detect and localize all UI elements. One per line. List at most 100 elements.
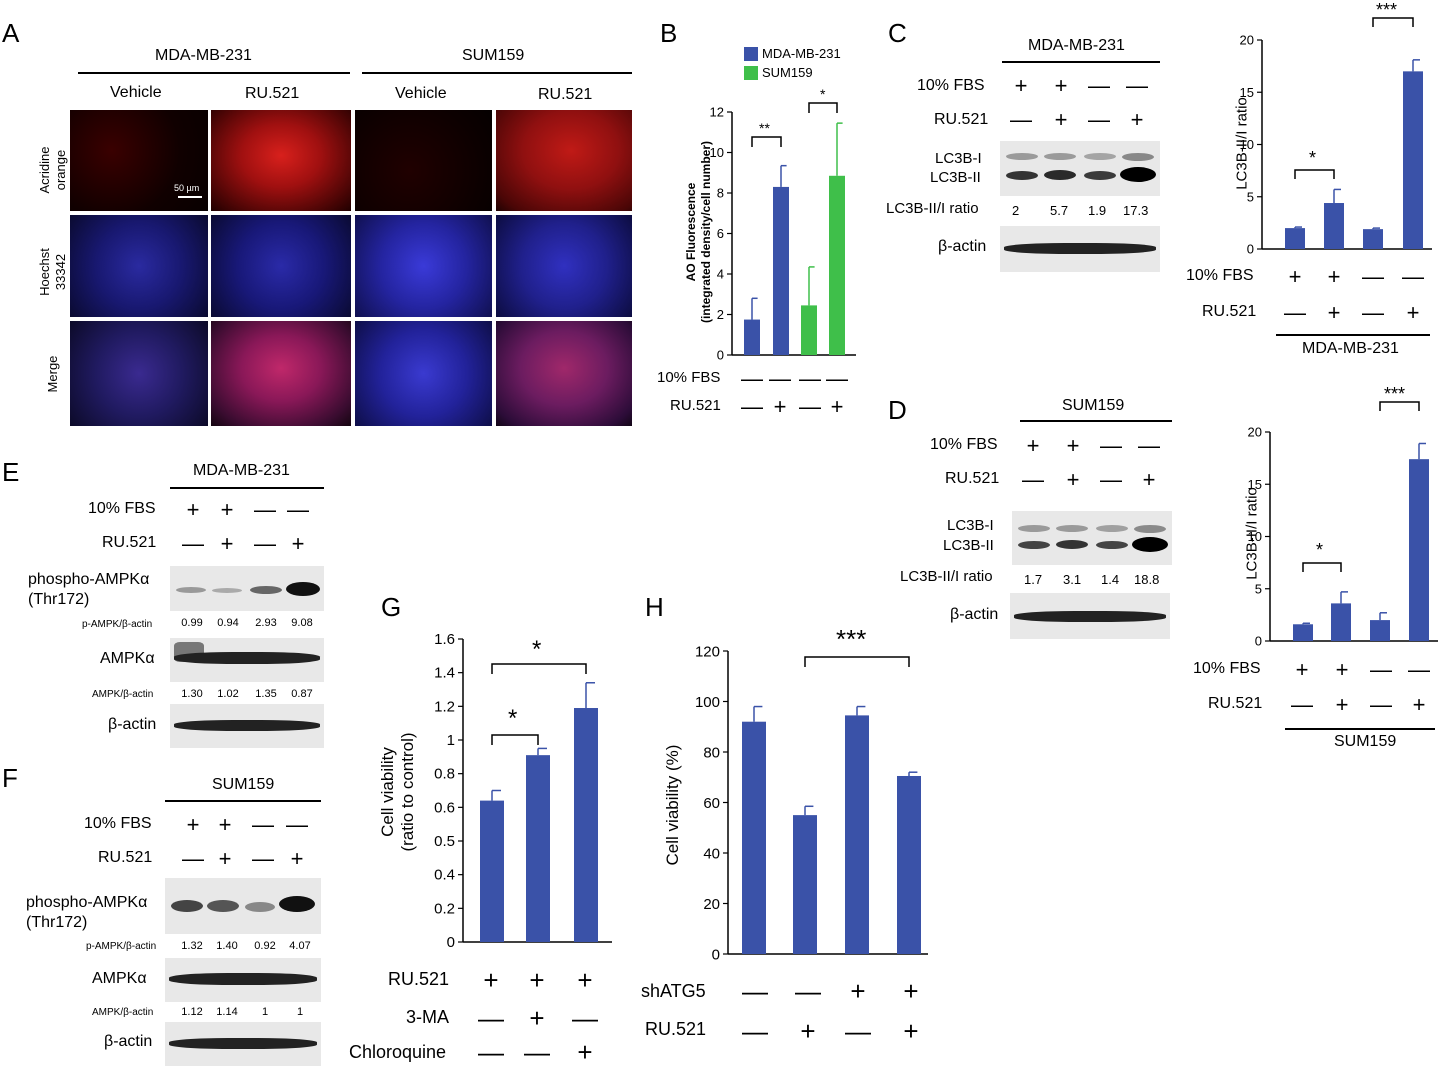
panel-e-fbs-2: + [220,497,234,522]
panel-c-ratio-2: 5.7 [1050,203,1069,218]
panel-d-fbs-2: + [1066,433,1080,458]
chart-g-bracket-1 [491,734,539,745]
panel-a-row-label-1-a: Acridine [37,146,52,194]
panel-f-plabel-1: phospho-AMPKα [26,894,148,911]
chart-b-ytick-label-3: 6 [717,226,724,241]
micrograph-merge-mda-ru521 [211,321,351,426]
micrograph-hoechst-sum-vehicle [355,215,492,317]
panel-b-ru-1: — [741,394,763,419]
micrograph-ao-mda-ru521 [211,110,351,211]
panel-c-ru-4: + [1130,107,1144,132]
chart-c-fbs-4: — [1402,264,1424,289]
chart-d-sig-2: *** [1384,384,1406,404]
chart-g-ytick-label-8: 1.4 [434,665,455,682]
chart-d-row-fbs: 10% FBS [1193,660,1261,677]
chart-g-bar-1 [526,755,550,942]
panel-a-row-label-2-a: Hoechst [37,248,52,296]
panel-b-ru-4: + [830,394,844,419]
panel-c-row-ru: RU.521 [934,111,989,128]
panel-h-ru-3: — [845,1016,871,1046]
chart-b-ytick-label-0: 0 [717,348,724,363]
chart-d-fbs-2: + [1335,657,1349,682]
chart-g-ytick-label-4: 0.6 [434,799,455,816]
panel-d-band-2: LC3B-II [943,537,994,554]
panel-f-title: SUM159 [212,776,275,793]
panel-a-cellline-2: SUM159 [462,47,525,64]
chart-c-bar-3 [1403,71,1423,249]
chart-h-ytick-label-0: 0 [712,946,720,963]
panel-e-row-fbs: 10% FBS [88,500,156,517]
chart-c-bar-1 [1324,203,1344,249]
chart-d-ru-2: + [1335,692,1349,717]
panel-e-fbs-4: — [287,497,309,522]
panel-d-fbs-4: — [1138,433,1160,458]
blot-d-actin [1010,593,1170,639]
panel-a-letter: A [2,18,20,48]
panel-d-ratio-3: 1.4 [1101,572,1120,587]
chart-d-fbs-1: + [1295,657,1309,682]
panel-f-ampkratio-label: AMPK/β-actin [92,1007,154,1018]
panel-d-letter: D [888,395,907,425]
chart-h-ytick-label-5: 100 [695,694,720,711]
legend-label-sum: SUM159 [762,65,813,80]
chart-b-ylabel-1: AO Fluorescence [684,182,698,282]
panel-c-ratio-4: 17.3 [1123,203,1149,218]
panel-g-ru-3: + [577,965,593,995]
blot-c-lc3b [1000,141,1160,196]
panel-b-fbs-2: — [769,366,791,391]
panel-d-row-fbs: 10% FBS [930,436,998,453]
micrograph-ao-mda-vehicle [70,110,208,211]
panel-e-actin-label: β-actin [108,716,157,733]
panel-e-ampkratio-2: 1.02 [217,688,239,700]
panel-c-letter: C [888,18,907,48]
panel-a-cond-3: Vehicle [395,85,447,102]
panel-e-pratio-4: 9.08 [291,617,313,629]
chart-g-bar-0 [480,800,504,942]
blot-e-ampk [170,638,324,682]
chart-d-ytick-label-0: 0 [1255,634,1262,649]
chart-c-row-fbs: 10% FBS [1186,267,1254,284]
panel-e-pratio-label: p-AMPK/β-actin [82,619,153,630]
panel-e-letter: E [2,457,20,487]
chart-c-fbs-1: + [1288,264,1302,289]
panel-e-ampk-label: AMPKα [100,650,155,667]
panel-g-ma-3: — [572,1003,598,1033]
panel-c-fbs-3: — [1088,73,1110,98]
panel-a-cellline-1: MDA-MB-231 [155,47,252,64]
panel-f-ampk-label: AMPKα [92,970,147,987]
chart-c-row-ru: RU.521 [1202,303,1257,320]
chart-b-ylabel-2: (integrated density/cell number) [699,140,713,324]
panel-h-letter: H [645,592,664,622]
panel-c-band-1: LC3B-I [935,150,982,167]
panel-a-line-1 [78,72,350,74]
blot-c-actin [1000,226,1160,272]
panel-f-ru-3: — [252,846,274,871]
chart-g-ytick-label-3: 0.5 [434,833,455,850]
panel-e-pratio-3: 2.93 [255,617,277,629]
legend-swatch-mda [744,47,758,61]
panel-f-fbs-3: — [252,812,274,837]
chart-g-ytick-label-7: 1.2 [434,698,455,715]
chart-c-fbs-3: — [1362,264,1384,289]
panel-c-row-fbs: 10% FBS [917,77,985,94]
chart-g-ylabel: Cell viability (ratio to control) [378,702,418,882]
panel-h-sh-3: + [850,976,866,1006]
chart-g-ytick-label-6: 1 [447,732,455,749]
panel-b-sig-2: * [820,86,826,102]
panel-e-title: MDA-MB-231 [193,462,290,479]
panel-c-ratio-3: 1.9 [1088,203,1107,218]
chart-b-ytick-label-2: 4 [717,267,724,282]
panel-g-cq-2: — [524,1037,550,1067]
chart-d-bracket-1 [1302,562,1342,572]
blot-f-ampk [165,958,321,1002]
panel-a-row-label-3-a: Merge [45,355,60,393]
panel-h-ru-4: + [903,1016,919,1046]
chart-d-ru-3: — [1370,692,1392,717]
panel-f-fbs-1: + [186,812,200,837]
panel-b-sig-1: ** [759,120,770,136]
panel-h-row-sh: shATG5 [641,981,706,1001]
chart-d-ru-4: + [1412,692,1426,717]
panel-c-fbs-2: + [1054,73,1068,98]
chart-d-bar-0 [1293,624,1313,641]
chart-h-bar-2 [845,715,869,954]
